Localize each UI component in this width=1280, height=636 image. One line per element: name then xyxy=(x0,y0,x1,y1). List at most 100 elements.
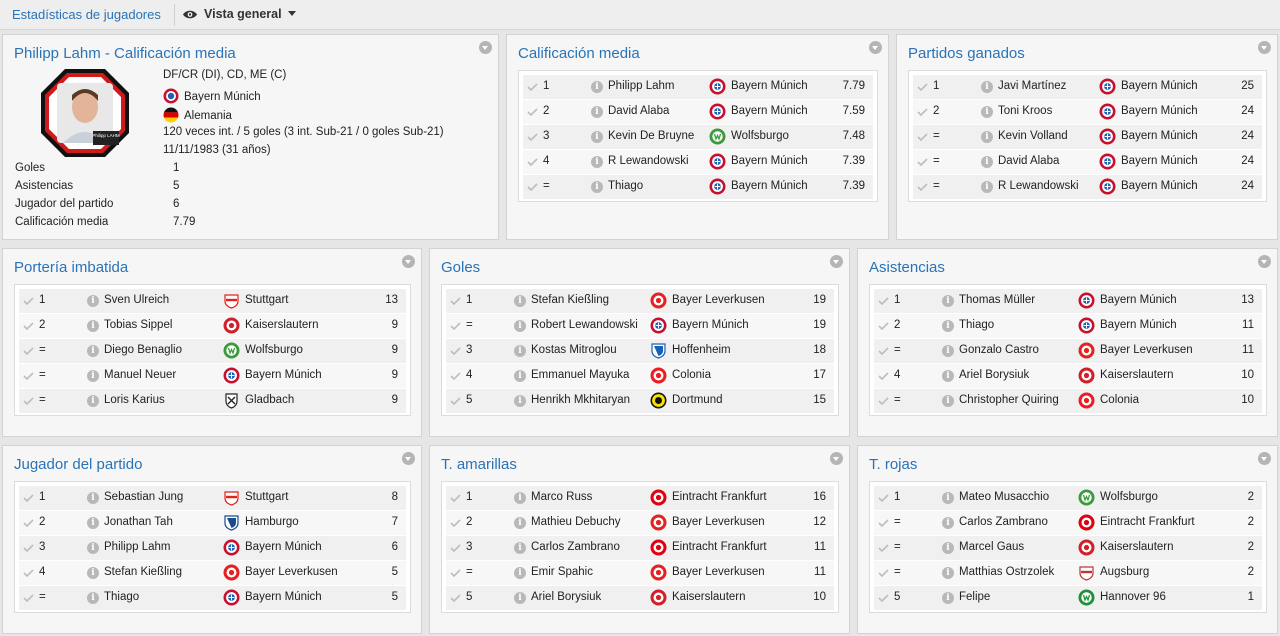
check-icon[interactable] xyxy=(917,182,928,192)
team-name[interactable]: Stuttgart xyxy=(245,491,289,503)
table-row[interactable]: = i Carlos Zambrano Eintracht Frankfurt 2 xyxy=(874,511,1262,536)
collapse-icon[interactable] xyxy=(479,41,492,54)
info-icon[interactable]: i xyxy=(591,81,603,93)
check-icon[interactable] xyxy=(878,518,889,528)
check-icon[interactable] xyxy=(878,346,889,356)
check-icon[interactable] xyxy=(23,371,34,381)
check-icon[interactable] xyxy=(527,107,538,117)
table-row[interactable]: 4 i R Lewandowski Bayern Múnich 7.39 xyxy=(523,150,873,175)
collapse-icon[interactable] xyxy=(402,255,415,268)
player-name[interactable]: Thiago xyxy=(959,319,995,331)
team-name[interactable]: Bayern Múnich xyxy=(672,319,749,331)
info-icon[interactable]: i xyxy=(981,181,993,193)
table-row[interactable]: 5 i Henrikh Mkhitaryan Dortmund 15 xyxy=(446,389,834,414)
check-icon[interactable] xyxy=(878,321,889,331)
table-row[interactable]: 1 i Marco Russ Eintracht Frankfurt 16 xyxy=(446,486,834,511)
info-icon[interactable]: i xyxy=(87,592,99,604)
player-name[interactable]: Carlos Zambrano xyxy=(959,516,1048,528)
team-name[interactable]: Wolfsburgo xyxy=(731,130,789,142)
team-name[interactable]: Eintracht Frankfurt xyxy=(672,541,767,553)
info-icon[interactable]: i xyxy=(514,320,526,332)
check-icon[interactable] xyxy=(23,346,34,356)
player-name[interactable]: Gonzalo Castro xyxy=(959,344,1039,356)
check-icon[interactable] xyxy=(527,82,538,92)
info-icon[interactable]: i xyxy=(981,156,993,168)
check-icon[interactable] xyxy=(527,182,538,192)
info-icon[interactable]: i xyxy=(942,567,954,579)
check-icon[interactable] xyxy=(450,371,461,381)
team-name[interactable]: Hoffenheim xyxy=(672,344,731,356)
table-row[interactable]: 3 i Kevin De Bruyne Wolfsburgo 7.48 xyxy=(523,125,873,150)
player-name[interactable]: Kevin De Bruyne xyxy=(608,130,695,142)
table-row[interactable]: = i Matthias Ostrzolek Augsburg 2 xyxy=(874,561,1262,586)
player-name[interactable]: Javi Martínez xyxy=(998,80,1067,92)
player-nation[interactable]: Alemania xyxy=(163,107,232,123)
info-icon[interactable]: i xyxy=(942,370,954,382)
check-icon[interactable] xyxy=(450,568,461,578)
team-name[interactable]: Bayer Leverkusen xyxy=(245,566,338,578)
table-row[interactable]: 5 i Felipe Hannover 96 1 xyxy=(874,586,1262,611)
collapse-icon[interactable] xyxy=(1258,41,1271,54)
table-row[interactable]: 1 i Javi Martínez Bayern Múnich 25 xyxy=(913,75,1262,100)
player-name[interactable]: Robert Lewandowski xyxy=(531,319,638,331)
check-icon[interactable] xyxy=(23,321,34,331)
table-row[interactable]: = i Kevin Volland Bayern Múnich 24 xyxy=(913,125,1262,150)
check-icon[interactable] xyxy=(23,493,34,503)
player-name[interactable]: Emir Spahic xyxy=(531,566,593,578)
team-name[interactable]: Bayern Múnich xyxy=(1121,130,1198,142)
team-name[interactable]: Bayern Múnich xyxy=(1100,294,1177,306)
info-icon[interactable]: i xyxy=(514,345,526,357)
player-name[interactable]: Sebastian Jung xyxy=(104,491,184,503)
player-name[interactable]: Stefan Kießling xyxy=(531,294,609,306)
table-row[interactable]: 1 i Sven Ulreich Stuttgart 13 xyxy=(19,289,406,314)
table-row[interactable]: 2 i Thiago Bayern Múnich 11 xyxy=(874,314,1262,339)
check-icon[interactable] xyxy=(878,568,889,578)
check-icon[interactable] xyxy=(917,132,928,142)
team-name[interactable]: Bayern Múnich xyxy=(1121,80,1198,92)
info-icon[interactable]: i xyxy=(591,156,603,168)
player-name[interactable]: Mathieu Debuchy xyxy=(531,516,621,528)
table-row[interactable]: = i Emir Spahic Bayer Leverkusen 11 xyxy=(446,561,834,586)
player-name[interactable]: Marco Russ xyxy=(531,491,593,503)
check-icon[interactable] xyxy=(878,543,889,553)
table-row[interactable]: 4 i Stefan Kießling Bayer Leverkusen 5 xyxy=(19,561,406,586)
check-icon[interactable] xyxy=(917,157,928,167)
player-name[interactable]: Henrikh Mkhitaryan xyxy=(531,394,631,406)
info-icon[interactable]: i xyxy=(514,567,526,579)
table-row[interactable]: 2 i Jonathan Tah Hamburgo 7 xyxy=(19,511,406,536)
player-name[interactable]: Emmanuel Mayuka xyxy=(531,369,630,381)
check-icon[interactable] xyxy=(23,593,34,603)
info-icon[interactable]: i xyxy=(942,345,954,357)
info-icon[interactable]: i xyxy=(87,395,99,407)
table-row[interactable]: 2 i Toni Kroos Bayern Múnich 24 xyxy=(913,100,1262,125)
player-name[interactable]: David Alaba xyxy=(608,105,670,117)
player-name[interactable]: Felipe xyxy=(959,591,991,603)
team-name[interactable]: Augsburg xyxy=(1100,566,1150,578)
player-name[interactable]: Christopher Quiring xyxy=(959,394,1059,406)
check-icon[interactable] xyxy=(450,346,461,356)
info-icon[interactable]: i xyxy=(514,395,526,407)
player-name[interactable]: Sven Ulreich xyxy=(104,294,170,306)
check-icon[interactable] xyxy=(23,296,34,306)
check-icon[interactable] xyxy=(917,107,928,117)
player-name[interactable]: Mateo Musacchio xyxy=(959,491,1050,503)
team-name[interactable]: Colonia xyxy=(1100,394,1139,406)
info-icon[interactable]: i xyxy=(942,320,954,332)
table-row[interactable]: = i Christopher Quiring Colonia 10 xyxy=(874,389,1262,414)
info-icon[interactable]: i xyxy=(981,81,993,93)
info-icon[interactable]: i xyxy=(87,370,99,382)
collapse-icon[interactable] xyxy=(1258,255,1271,268)
team-name[interactable]: Wolfsburgo xyxy=(1100,491,1158,503)
info-icon[interactable]: i xyxy=(942,517,954,529)
check-icon[interactable] xyxy=(450,493,461,503)
team-name[interactable]: Bayer Leverkusen xyxy=(672,566,765,578)
view-selector[interactable]: Vista general xyxy=(182,7,296,21)
info-icon[interactable]: i xyxy=(514,592,526,604)
table-row[interactable]: 5 i Ariel Borysiuk Kaiserslautern 10 xyxy=(446,586,834,611)
player-name[interactable]: Toni Kroos xyxy=(998,105,1053,117)
player-name[interactable]: Loris Karius xyxy=(104,394,165,406)
check-icon[interactable] xyxy=(450,321,461,331)
team-name[interactable]: Kaiserslautern xyxy=(245,319,319,331)
player-name[interactable]: Matthias Ostrzolek xyxy=(959,566,1055,578)
team-name[interactable]: Bayern Múnich xyxy=(731,155,808,167)
